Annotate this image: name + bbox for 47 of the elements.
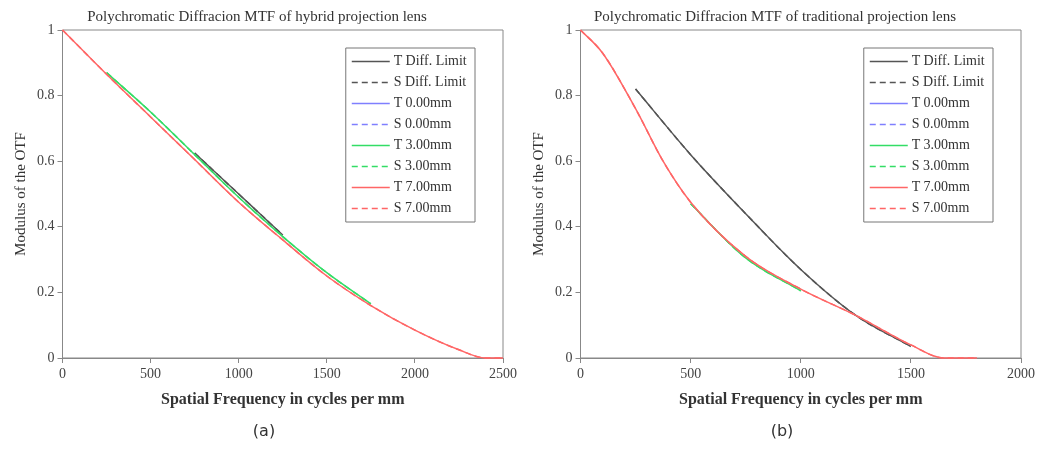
- chart-title: Polychromatic Diffracion MTF of hybrid projection lens: [87, 7, 427, 24]
- y-tick-label: 0.8: [555, 87, 573, 103]
- legend-label: S 3.00mm: [393, 158, 452, 174]
- legend-label: T 7.00mm: [911, 179, 970, 195]
- x-axis-title: Spatial Frequency in cycles per mm: [161, 389, 406, 408]
- legend-label: T 3.00mm: [911, 137, 970, 153]
- legend-label: S 0.00mm: [911, 116, 970, 132]
- y-tick-label: 0.6: [37, 152, 55, 168]
- y-tick-label: 0.6: [555, 152, 573, 168]
- y-tick-label: 0: [47, 349, 55, 365]
- x-tick-label: 0: [577, 366, 584, 382]
- x-tick-label: 1000: [224, 366, 253, 382]
- legend-label: T 7.00mm: [393, 179, 452, 195]
- y-tick-label: 0.2: [37, 284, 55, 300]
- legend-label: T 0.00mm: [911, 95, 970, 111]
- y-tick-label: 0.4: [555, 218, 573, 234]
- text: (b): [770, 421, 794, 440]
- y-tick-label: 0.8: [37, 87, 55, 103]
- chart-title: Polychromatic Diffracion MTF of traditional projection lens: [593, 7, 957, 24]
- y-axis-title: Modulus of the OTF: [529, 132, 546, 256]
- text: (a): [252, 421, 276, 440]
- x-axis-title: Spatial Frequency in cycles per mm: [679, 389, 924, 408]
- x-tick-label: 500: [680, 366, 702, 382]
- legend-label: T Diff. Limit: [393, 53, 467, 69]
- y-tick-label: 0.4: [37, 218, 55, 234]
- legend-label: S 0.00mm: [393, 116, 452, 132]
- x-tick-label: 1500: [312, 366, 341, 382]
- x-tick-label: 1000: [786, 366, 815, 382]
- x-tick-label: 0: [59, 366, 66, 382]
- y-tick-label: 1: [565, 21, 573, 37]
- y-tick-label: 0: [565, 349, 573, 365]
- legend-label: T 0.00mm: [393, 95, 452, 111]
- legend-label: S 7.00mm: [393, 200, 452, 216]
- legend-label: S Diff. Limit: [393, 74, 467, 90]
- x-tick-label: 2000: [1007, 366, 1035, 382]
- legend-label: S 3.00mm: [911, 158, 970, 174]
- x-tick-label: 2000: [400, 366, 429, 382]
- x-tick-label: 2500: [489, 366, 517, 382]
- y-tick-label: 1: [47, 21, 55, 37]
- y-tick-label: 0.2: [555, 284, 573, 300]
- legend-label: T 3.00mm: [393, 137, 452, 153]
- legend-label: S Diff. Limit: [911, 74, 985, 90]
- x-tick-label: 500: [140, 366, 162, 382]
- legend-label: S 7.00mm: [911, 200, 970, 216]
- x-tick-label: 1500: [896, 366, 925, 382]
- legend-label: T Diff. Limit: [911, 53, 985, 69]
- y-axis-title: Modulus of the OTF: [11, 132, 28, 256]
